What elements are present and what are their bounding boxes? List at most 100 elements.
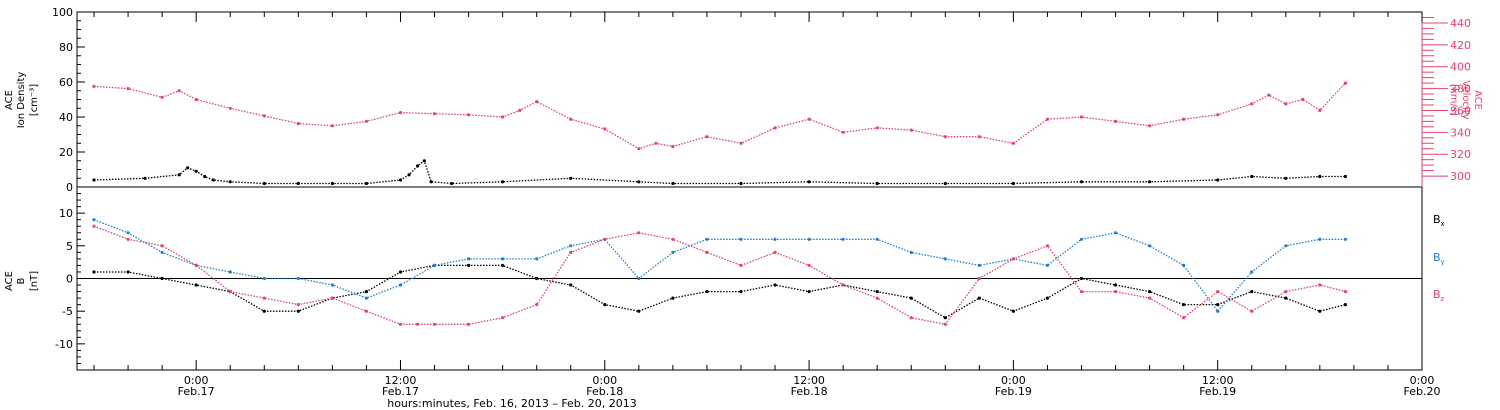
velocity-point [1148,124,1152,128]
by-point [1318,237,1322,241]
bz-point [977,276,981,281]
bz-point [398,322,403,326]
x-tick-date: Feb.18 [586,385,623,398]
bx-point [194,283,198,287]
density-point [194,169,198,173]
x-tick-time: 0:00 [1410,374,1435,387]
density-point [450,181,454,186]
bz-line [93,225,1346,326]
velocity-point [807,117,811,121]
bz-point [671,237,675,241]
velocity-point [637,147,641,151]
x-axis-title: hours:minutes, Feb. 16, 2013 – Feb. 20, … [387,397,637,410]
by-point [841,237,845,241]
velocity-point [1343,81,1347,85]
velocity-point [535,100,539,104]
bottom-ytick-label: 0 [66,273,73,286]
bottom-ytick-label: 5 [66,240,73,253]
bx-point [364,290,368,294]
velocity-point [1079,115,1084,119]
by-point [909,250,913,254]
top-y2label-line3: [km/s] [1448,84,1459,116]
density-point [1318,174,1322,179]
density-point [228,180,232,184]
bz-point [126,237,130,241]
bz-point [1011,257,1016,261]
by-point [569,244,573,248]
x-tick-time: 0:00 [184,374,209,387]
bz-point [875,296,879,300]
bx-point [637,309,641,313]
bz-point [296,303,300,307]
top-y2tick-label: 440 [1450,17,1471,30]
density-point [875,181,879,186]
density-point [1079,180,1084,184]
legend-bz: Bz [1433,288,1445,303]
velocity-point [1318,108,1322,112]
velocity-point [841,130,845,134]
top-ytick-label: 20 [59,146,73,159]
by-point [364,296,368,300]
density-point [415,164,420,168]
bz-point [637,231,641,235]
x-tick-date: Feb.19 [995,385,1032,398]
density-point [92,178,96,182]
top-y2tick-label: 400 [1450,61,1471,74]
bx-point [467,263,471,267]
velocity-point [1045,117,1049,121]
bz-point [415,322,420,326]
density-point [807,180,811,184]
x-tick-date: Feb.17 [382,385,419,398]
top-ytick-label: 40 [59,111,73,124]
bz-point [1113,290,1118,294]
velocity-point [228,106,232,110]
velocity-point [909,128,913,132]
velocity-point [1301,97,1305,102]
bx-point [671,296,675,300]
velocity-point [194,97,198,102]
by-point [228,270,232,274]
velocity-point [1113,119,1118,123]
bx-point [739,290,743,294]
bx-point [1343,303,1347,307]
by-point [330,283,334,287]
bz-point [1182,316,1186,320]
by-point [1343,237,1347,241]
bz-point [1318,283,1322,287]
bz-point [364,309,368,313]
density-point [1284,176,1288,180]
bz-point [1250,309,1254,313]
by-point [1216,309,1220,313]
bz-point [1216,290,1220,294]
bx-point [1284,296,1288,300]
by-point [637,276,641,281]
bx-point [909,296,913,300]
bx-point [977,296,981,300]
density-point [1148,180,1152,184]
velocity-point [126,87,130,91]
velocity-point [296,122,300,126]
legend-by: By [1433,251,1445,266]
x-tick-time: 12:00 [793,374,825,387]
velocity-point [467,113,471,117]
velocity-point [875,126,879,130]
x-tick-date: Feb.17 [178,385,215,398]
velocity-point [603,127,607,131]
top-y2label-line1: ACE [1472,90,1483,110]
density-point [407,173,411,177]
by-point [739,237,743,241]
bottom-ylabel-line3: [nT] [29,271,40,291]
density-point [364,181,368,186]
bz-point [432,322,437,326]
bx-point [807,290,811,294]
velocity-point [398,111,403,115]
by-point [1182,263,1186,267]
top-y2tick-label: 300 [1450,170,1471,183]
x-tick-time: 0:00 [592,374,617,387]
by-point [1148,244,1152,248]
bz-point [330,296,334,300]
top-y2label-line2: Velocity [1460,80,1471,119]
bz-point [909,316,913,320]
density-point [1250,174,1254,179]
